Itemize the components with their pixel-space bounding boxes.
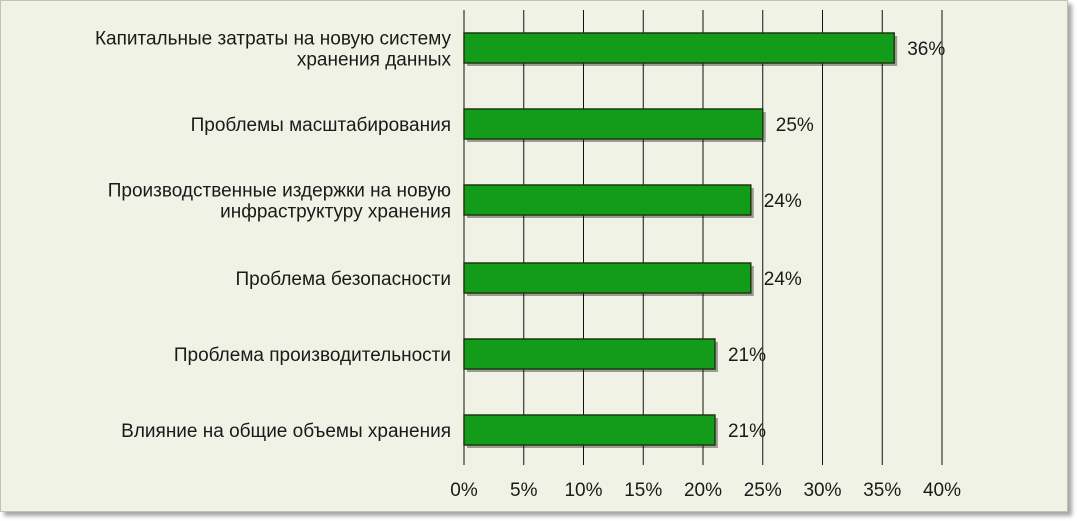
value-label: 21% bbox=[728, 345, 766, 366]
category-label: Капитальные затраты на новую систему хран… bbox=[95, 29, 452, 71]
bar bbox=[463, 32, 895, 64]
x-tick-label: 40% bbox=[923, 480, 961, 501]
x-tick-label: 25% bbox=[744, 480, 782, 501]
x-tick-label: 20% bbox=[684, 480, 722, 501]
x-tick-label: 30% bbox=[803, 480, 841, 501]
category-label: Проблемы масштабирования bbox=[191, 115, 451, 136]
bar bbox=[463, 414, 716, 446]
bar bbox=[463, 184, 752, 216]
category-label: Проблема производительности bbox=[174, 345, 451, 366]
x-tick-label: 0% bbox=[450, 480, 478, 501]
value-label: 36% bbox=[907, 39, 945, 60]
bar bbox=[463, 108, 764, 140]
category-label: Влияние на общие объемы хранения bbox=[121, 421, 451, 442]
value-label: 21% bbox=[728, 421, 766, 442]
category-label: Проблема безопасности bbox=[236, 269, 452, 290]
value-label: 24% bbox=[764, 269, 802, 290]
x-tick-label: 10% bbox=[564, 480, 602, 501]
bar bbox=[463, 338, 716, 370]
value-label: 24% bbox=[764, 191, 802, 212]
value-label: 25% bbox=[776, 115, 814, 136]
x-tick-label: 15% bbox=[624, 480, 662, 501]
x-tick-label: 5% bbox=[510, 480, 538, 501]
bar bbox=[463, 262, 752, 294]
x-tick-label: 35% bbox=[863, 480, 901, 501]
category-label: Производственные издержки на новую инфрас… bbox=[108, 181, 451, 223]
